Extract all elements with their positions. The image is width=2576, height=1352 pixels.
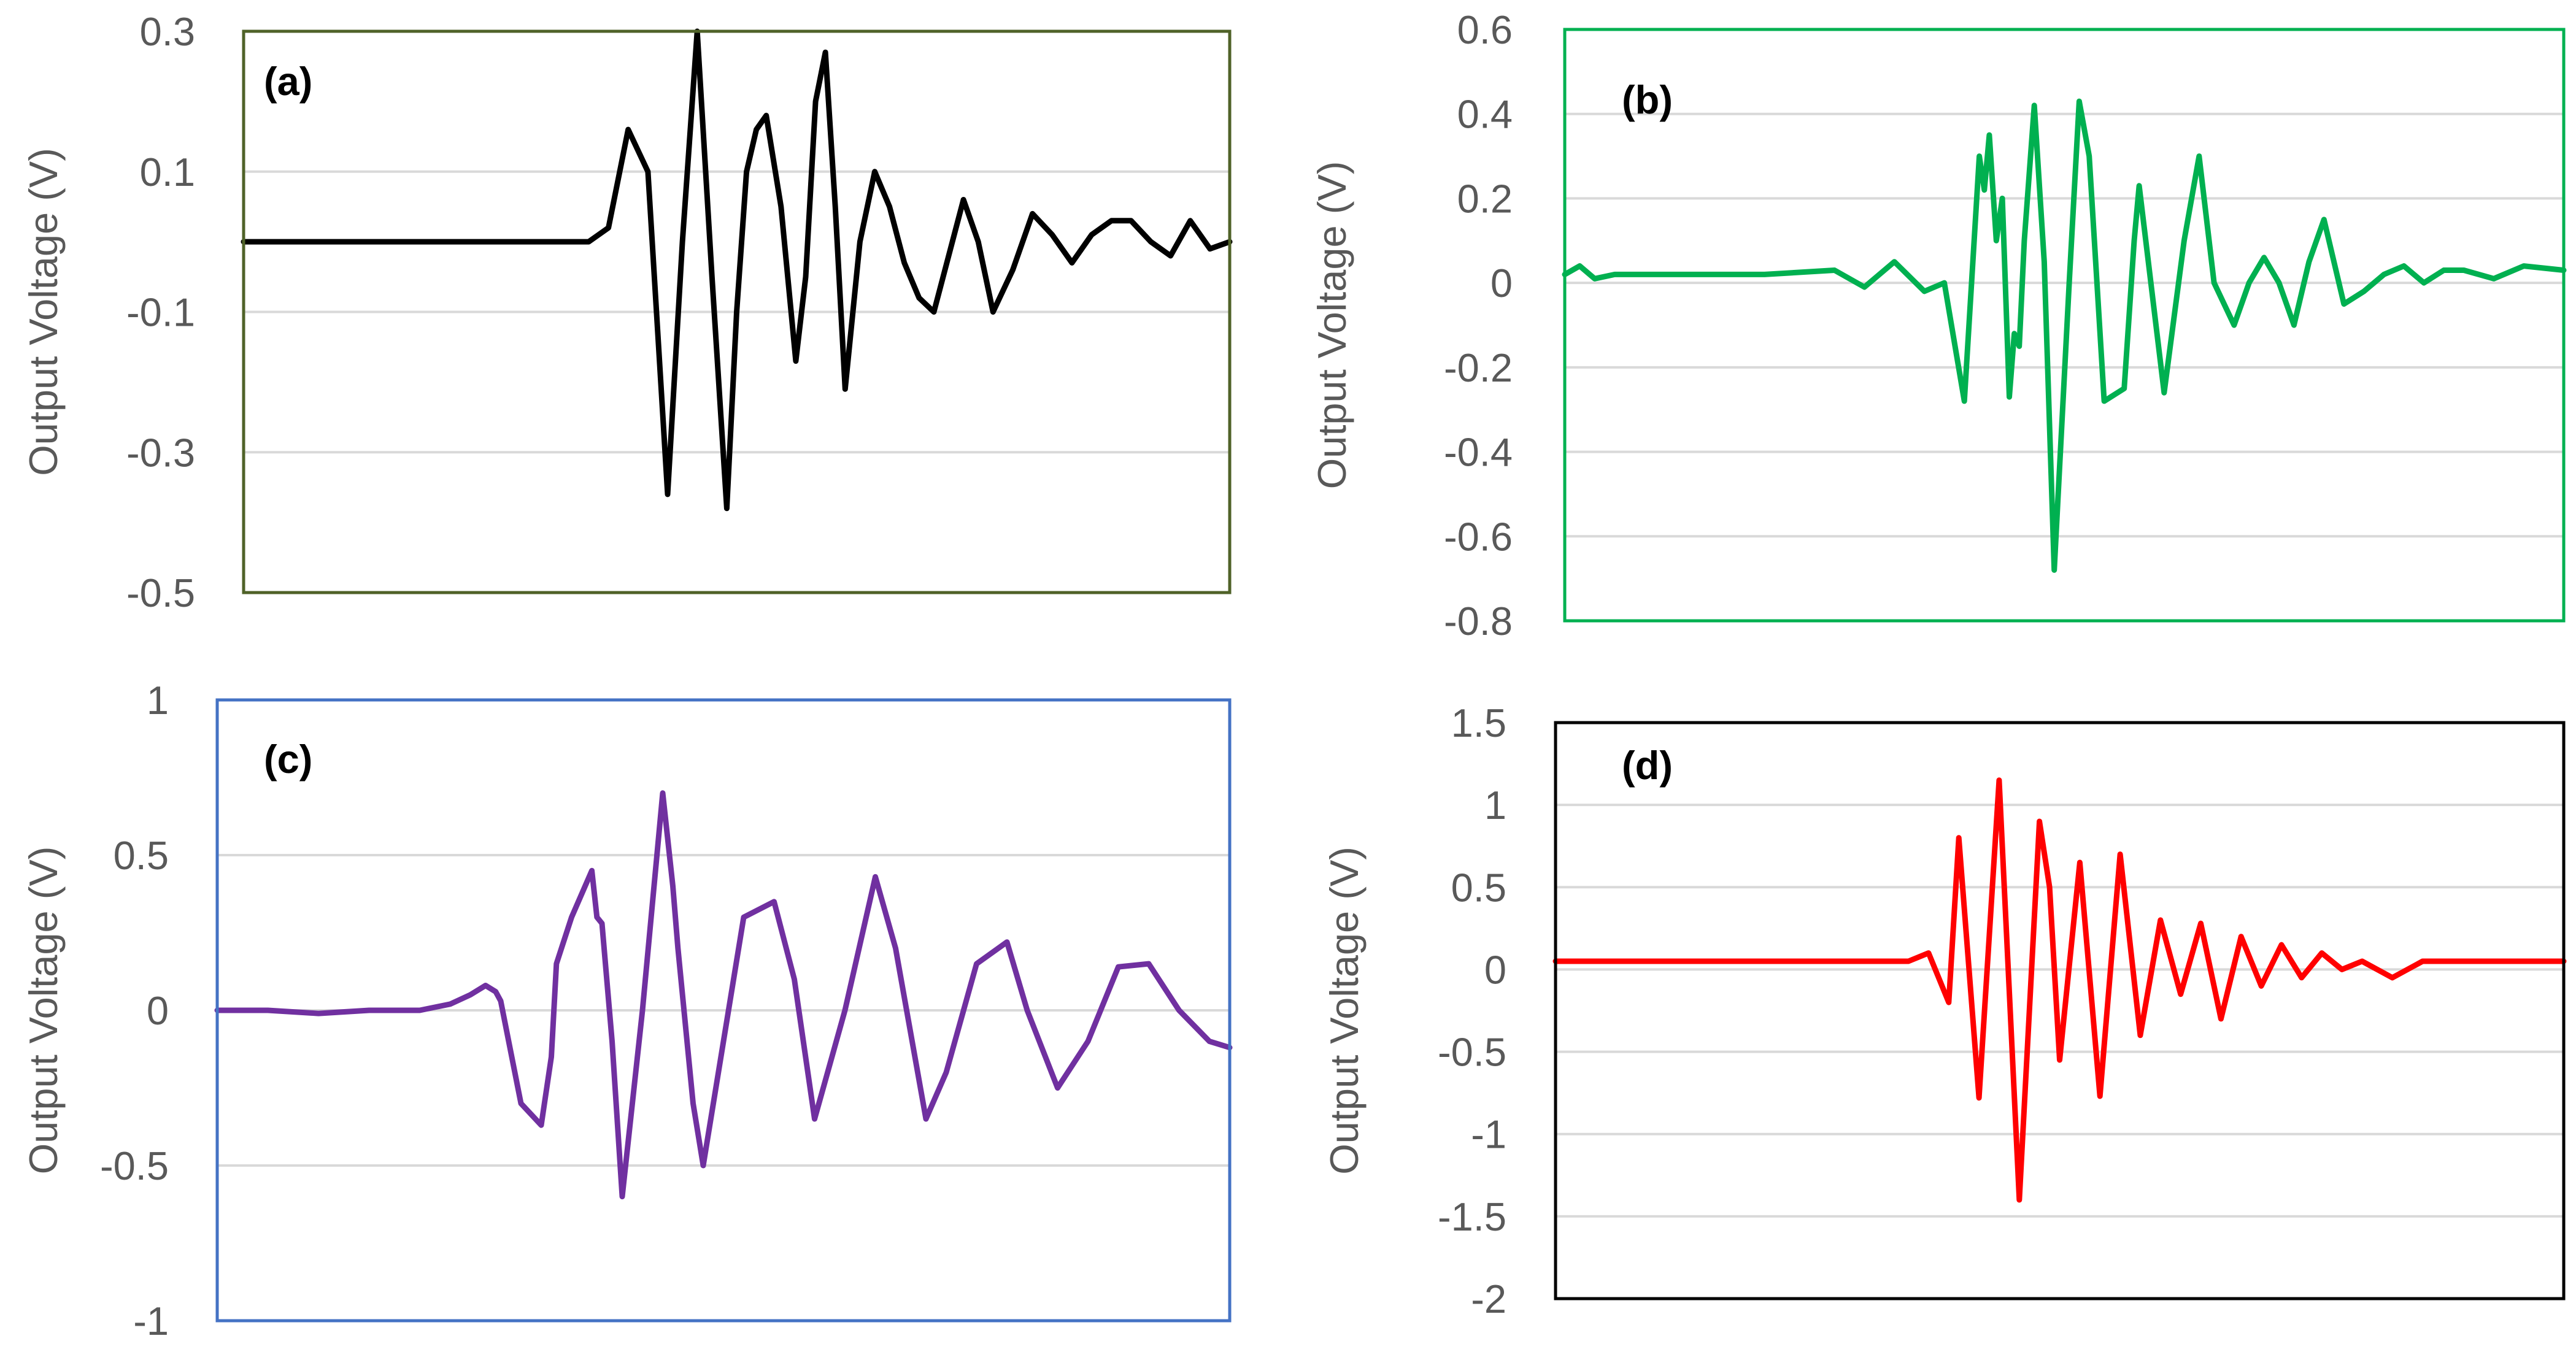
y-tick-label: 0.1 (140, 150, 195, 194)
panel-4: 1.5 1 0.5 0 -0.5 -1 -1.5 -2 (d) Output Voltage (V… (1322, 701, 2567, 1321)
y-tick-label: 0 (147, 988, 169, 1033)
panel-label: (a) (264, 59, 312, 104)
y-tick-label: -1.5 (1438, 1194, 1506, 1239)
y-tick-label: -0.3 (126, 430, 195, 475)
y-tick-label: -0.2 (1444, 345, 1513, 390)
y-tick-label: 1 (147, 678, 169, 723)
y-tick-label: 1.5 (1451, 701, 1506, 745)
panel-1: 0.3 0.1 -0.1 -0.3 -0.5 (a) Output Voltage (V) (21, 9, 1233, 615)
y-tick-label: 0 (1490, 261, 1513, 305)
y-axis-label: Output Voltage (V) (21, 847, 66, 1175)
voltage-trace (214, 790, 1233, 1200)
y-tick-label: 0.4 (1457, 92, 1513, 137)
y-tick-label: -0.1 (126, 290, 195, 335)
y-tick-label: 0.3 (140, 9, 195, 54)
y-axis-label: Output Voltage (V) (1322, 847, 1367, 1175)
voltage-trace (241, 28, 1233, 512)
y-tick-label: -1 (1471, 1112, 1506, 1157)
voltage-trace (1552, 777, 2567, 1203)
panel-label: (b) (1622, 77, 1673, 122)
y-tick-label: -0.4 (1444, 430, 1513, 475)
plot-frame (215, 698, 1232, 1323)
panel-2: 0.6 0.4 0.2 0 -0.2 -0.4 -0.6 -0.8 (b) Output Volt… (1309, 7, 2567, 643)
y-axis-label: Output Voltage (V) (1309, 161, 1354, 490)
plot-frame (1563, 28, 2566, 623)
y-axis-label: Output Voltage (V) (21, 148, 66, 476)
panel-label: (c) (264, 737, 312, 782)
y-tick-label: -1 (133, 1299, 169, 1343)
y-tick-label: 0 (1484, 947, 1506, 992)
y-tick-label: -0.6 (1444, 514, 1513, 559)
plot-frame (1554, 721, 2566, 1300)
y-tick-label: -2 (1471, 1277, 1506, 1321)
voltage-trace (1562, 98, 2567, 573)
y-tick-label: -0.5 (100, 1143, 169, 1188)
y-tick-label: 0.2 (1457, 176, 1513, 221)
y-tick-label: 0.5 (114, 833, 169, 878)
panel-label: (d) (1622, 743, 1673, 788)
plot-frame (242, 29, 1232, 594)
y-tick-label: -0.5 (126, 570, 195, 615)
panel-3: 1 0.5 0 -0.5 -1 (c) Output Voltage (V) (21, 678, 1233, 1343)
y-tick-label: -0.5 (1438, 1030, 1506, 1075)
y-tick-label: 0.5 (1451, 865, 1506, 910)
y-tick-label: -0.8 (1444, 599, 1513, 643)
y-tick-label: 0.6 (1457, 7, 1513, 52)
y-tick-label: 1 (1484, 783, 1506, 828)
